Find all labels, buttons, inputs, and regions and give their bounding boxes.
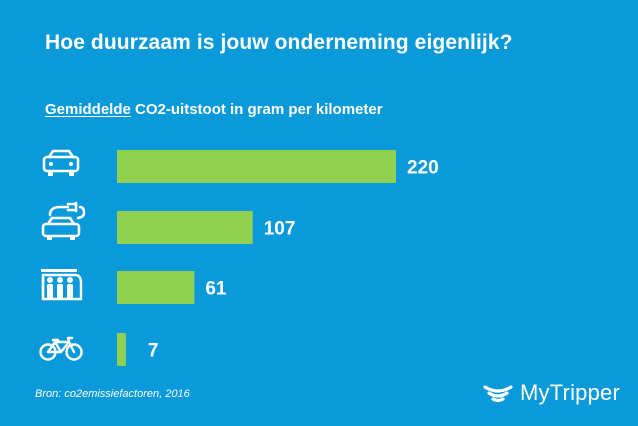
- wifi-logo-icon: [483, 385, 513, 403]
- bar-train: [117, 271, 195, 304]
- bar-electric-car: [117, 211, 253, 244]
- car-icon: [42, 149, 80, 176]
- chart-title: Hoe duurzaam is jouw onderneming eigenli…: [45, 31, 513, 54]
- electric-car-icon: [41, 201, 86, 240]
- bar-bicycle: [117, 333, 126, 366]
- source-note: Bron: co2emissiefactoren, 2016: [35, 388, 190, 400]
- bars-group: 220 107 61 7: [117, 150, 439, 366]
- value-label: 7: [148, 341, 159, 362]
- brand-name: MyTripper: [520, 380, 620, 405]
- bicycle-icon: [39, 336, 83, 361]
- subtitle-underlined: Gemiddelde: [45, 101, 131, 118]
- value-label: 220: [407, 158, 439, 179]
- train-icon: [41, 269, 83, 301]
- value-label: 107: [264, 219, 296, 240]
- bar-car: [117, 150, 396, 183]
- chart-subtitle: Gemiddelde CO2-uitstoot in gram per kilo…: [45, 101, 383, 118]
- value-label: 61: [205, 279, 227, 300]
- mytripper-logo: MyTripper: [480, 380, 620, 406]
- subtitle-rest: CO2-uitstoot in gram per kilometer: [135, 101, 383, 118]
